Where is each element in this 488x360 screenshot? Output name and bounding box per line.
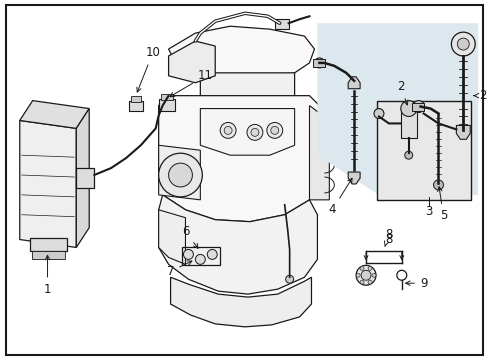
Polygon shape [158, 96, 319, 222]
Bar [411, 103, 423, 111]
Circle shape [371, 273, 375, 277]
Circle shape [456, 38, 468, 50]
Bar [274, 19, 288, 29]
Bar [32, 251, 65, 260]
Circle shape [373, 109, 383, 118]
Polygon shape [455, 125, 469, 139]
Circle shape [367, 266, 371, 270]
Bar [400, 109, 416, 138]
Bar [182, 247, 220, 265]
Circle shape [367, 280, 371, 284]
Polygon shape [347, 77, 359, 89]
Circle shape [400, 100, 416, 117]
Polygon shape [158, 210, 185, 264]
Polygon shape [168, 41, 215, 83]
Circle shape [270, 126, 278, 134]
Polygon shape [76, 109, 89, 247]
Polygon shape [200, 109, 294, 155]
Circle shape [207, 249, 217, 260]
Circle shape [183, 249, 193, 260]
Polygon shape [20, 100, 89, 129]
Polygon shape [170, 277, 311, 327]
Text: 8: 8 [385, 233, 392, 246]
Circle shape [266, 122, 282, 138]
Circle shape [355, 273, 359, 277]
Circle shape [433, 180, 443, 190]
Circle shape [168, 163, 192, 187]
Text: 10: 10 [137, 46, 160, 92]
Polygon shape [347, 172, 359, 184]
Polygon shape [158, 195, 317, 294]
Bar [76, 168, 94, 188]
Circle shape [355, 265, 375, 285]
Bar [30, 238, 67, 251]
Text: 4: 4 [328, 178, 351, 216]
Bar [376, 100, 470, 200]
Circle shape [195, 255, 205, 264]
Circle shape [359, 280, 364, 284]
Circle shape [404, 151, 412, 159]
Circle shape [220, 122, 236, 138]
Circle shape [359, 266, 364, 270]
Bar [161, 94, 172, 100]
Circle shape [412, 100, 424, 113]
Polygon shape [317, 23, 477, 195]
Circle shape [360, 270, 370, 280]
Text: 9: 9 [405, 277, 427, 290]
Text: 1: 1 [44, 255, 51, 296]
Bar [158, 99, 174, 111]
Circle shape [224, 126, 232, 134]
Circle shape [246, 125, 263, 140]
Text: 3: 3 [424, 205, 431, 218]
Bar [313, 59, 325, 67]
Text: 6: 6 [182, 225, 198, 248]
Polygon shape [200, 73, 294, 118]
Circle shape [450, 32, 474, 56]
Polygon shape [158, 145, 200, 200]
Polygon shape [168, 26, 314, 79]
Bar [129, 100, 142, 111]
Text: 8: 8 [384, 228, 392, 247]
Bar [131, 96, 141, 102]
Text: 11: 11 [170, 69, 212, 97]
Text: 2: 2 [473, 89, 486, 102]
Polygon shape [20, 121, 76, 247]
Circle shape [250, 129, 258, 136]
Circle shape [158, 153, 202, 197]
Text: 5: 5 [437, 187, 446, 222]
Polygon shape [309, 105, 328, 200]
Circle shape [285, 275, 293, 283]
Circle shape [314, 58, 324, 68]
Text: 7: 7 [166, 261, 191, 278]
Text: 2: 2 [396, 80, 407, 105]
